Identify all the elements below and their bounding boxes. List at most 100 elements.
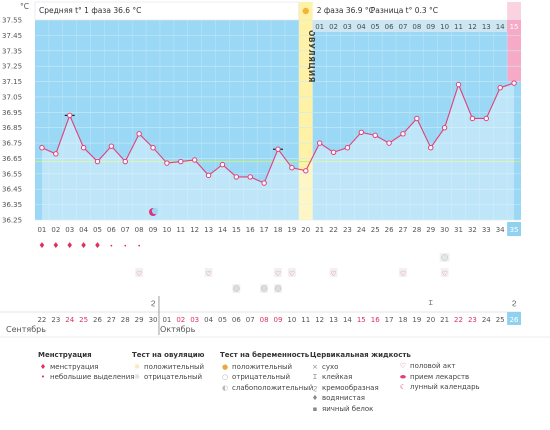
date-label: 16 bbox=[371, 316, 380, 324]
legend-title-menstruation: Менструация bbox=[38, 351, 92, 359]
temperature-point bbox=[358, 129, 365, 136]
phase2-day-label: 11 bbox=[454, 23, 463, 31]
phase2-day-label: 10 bbox=[440, 23, 449, 31]
cycle-day-label: 32 bbox=[468, 226, 477, 234]
date-label: 24 bbox=[65, 316, 74, 324]
heart-icon: ♡ bbox=[289, 270, 295, 278]
today-date-cell bbox=[507, 312, 521, 325]
phase2-day-label: 09 bbox=[426, 23, 435, 31]
cycle-day-label: 33 bbox=[482, 226, 491, 234]
legend-title-ovulation-test: Тест на овуляцию bbox=[132, 351, 205, 359]
phase2-day-cell bbox=[409, 20, 424, 32]
legend-title-pregnancy-test: Тест на беременность bbox=[220, 351, 310, 359]
legend-item-intercourse: половой акт bbox=[410, 362, 456, 370]
legend-other: ♡ половой акт ⬬ прием лекарств ☾ лунный кал… bbox=[398, 361, 480, 393]
temperature-point bbox=[233, 174, 240, 180]
cycle-day-label: 26 bbox=[385, 226, 394, 234]
cycle-day-label: 19 bbox=[287, 226, 296, 234]
heart-cell bbox=[398, 268, 407, 277]
temperature-point bbox=[441, 124, 448, 131]
temperature-point bbox=[122, 158, 128, 165]
creamy-icon: ϩ bbox=[151, 298, 156, 307]
creamy-icon: ϩ bbox=[512, 298, 517, 307]
temperature-point bbox=[511, 80, 517, 86]
date-label: 26 bbox=[93, 316, 102, 324]
date-label: 03 bbox=[190, 316, 199, 324]
phase2-day-cell bbox=[493, 20, 508, 32]
temperature-point bbox=[497, 84, 503, 91]
legend-item-egg-white: яичный белок bbox=[322, 404, 374, 413]
cycle-day-label: 24 bbox=[357, 226, 366, 234]
temperature-point bbox=[428, 144, 434, 151]
date-label: 02 bbox=[176, 316, 185, 324]
phase2-day-label: 02 bbox=[329, 23, 338, 31]
phase2-day-cell bbox=[479, 20, 494, 32]
month-label-october: Октябрь bbox=[160, 325, 196, 334]
pill-icon: ⬬ bbox=[400, 372, 406, 381]
y-tick-label: 37.35 bbox=[2, 47, 22, 55]
ovulation-label: ОВУЛЯЦИЯ bbox=[307, 30, 316, 83]
date-label: 25 bbox=[496, 316, 505, 324]
y-tick-label: 37.05 bbox=[2, 93, 22, 101]
legend-item-moon: лунный календарь bbox=[410, 383, 480, 391]
temperature-point bbox=[372, 132, 378, 139]
pregnancy-test-icon bbox=[260, 285, 268, 292]
legend-item-sticky: клейкая bbox=[322, 373, 353, 381]
date-label: 01 bbox=[162, 316, 171, 324]
temperature-point bbox=[414, 115, 420, 122]
temperature-point bbox=[94, 158, 101, 165]
header-phase1-band bbox=[34, 1, 300, 21]
phase2-day-label: 15 bbox=[510, 23, 519, 31]
heart-cell bbox=[329, 268, 338, 277]
date-label: 23 bbox=[468, 316, 477, 324]
date-label: 07 bbox=[246, 316, 255, 324]
heart-icon: ♡ bbox=[400, 270, 406, 278]
moon-icon: ☾ bbox=[399, 383, 407, 391]
temperature-point bbox=[469, 115, 476, 122]
sticky-icon: Ɪ bbox=[313, 373, 317, 381]
month-label-september: Сентябрь bbox=[6, 325, 46, 334]
legend-title-cervical: Цервикальная жидкость bbox=[310, 351, 411, 359]
legend-item-preg-positive: положительный bbox=[232, 362, 293, 371]
temperature-point bbox=[150, 144, 156, 151]
cycle-day-label: 16 bbox=[246, 226, 255, 234]
cycle-day-label: 08 bbox=[135, 226, 144, 234]
cycle-day-label: 14 bbox=[218, 226, 227, 234]
cycle-day-label: 13 bbox=[204, 226, 213, 234]
heart-cell bbox=[287, 268, 296, 277]
legend-item-spotting: небольшие выделения bbox=[50, 373, 135, 381]
drop-icon: • bbox=[40, 373, 46, 381]
date-label: 14 bbox=[343, 316, 352, 324]
date-label: 26 bbox=[510, 316, 519, 324]
legend-item-menstruation: менструация bbox=[50, 362, 99, 371]
phase2-day-cell bbox=[368, 20, 383, 32]
cycle-day-label: 23 bbox=[343, 226, 352, 234]
cycle-day-label: 20 bbox=[301, 226, 310, 234]
cycle-day-label: 09 bbox=[149, 226, 158, 234]
sun-icon bbox=[302, 7, 309, 15]
date-label: 29 bbox=[135, 316, 144, 324]
spotting-icon: • bbox=[123, 243, 127, 250]
cycle-day-label: 27 bbox=[399, 226, 408, 234]
menstruation-icon: ♦ bbox=[52, 241, 59, 250]
y-tick-label: 36.95 bbox=[2, 109, 22, 117]
y-tick-label: 36.65 bbox=[2, 155, 22, 163]
phase2-day-label: 13 bbox=[482, 23, 491, 31]
phase2-day-label: 04 bbox=[357, 23, 366, 31]
phase2-day-label: 05 bbox=[371, 23, 380, 31]
y-tick-label: 37.45 bbox=[2, 32, 22, 40]
temperature-point bbox=[261, 180, 267, 186]
y-tick-label: 36.85 bbox=[2, 124, 22, 132]
phase2-day-cell bbox=[340, 20, 355, 32]
pregnancy-test-icon bbox=[233, 285, 240, 292]
phase2-day-cell bbox=[423, 20, 438, 32]
cycle-day-label: 22 bbox=[329, 226, 338, 234]
test-negative-icon: ○ bbox=[221, 373, 229, 381]
temperature-point bbox=[316, 140, 323, 146]
phase2-day-cell bbox=[465, 20, 480, 32]
phase2-day-cell bbox=[451, 20, 466, 32]
temperature-difference-text: Разница t° 0.3 °C bbox=[371, 6, 438, 15]
